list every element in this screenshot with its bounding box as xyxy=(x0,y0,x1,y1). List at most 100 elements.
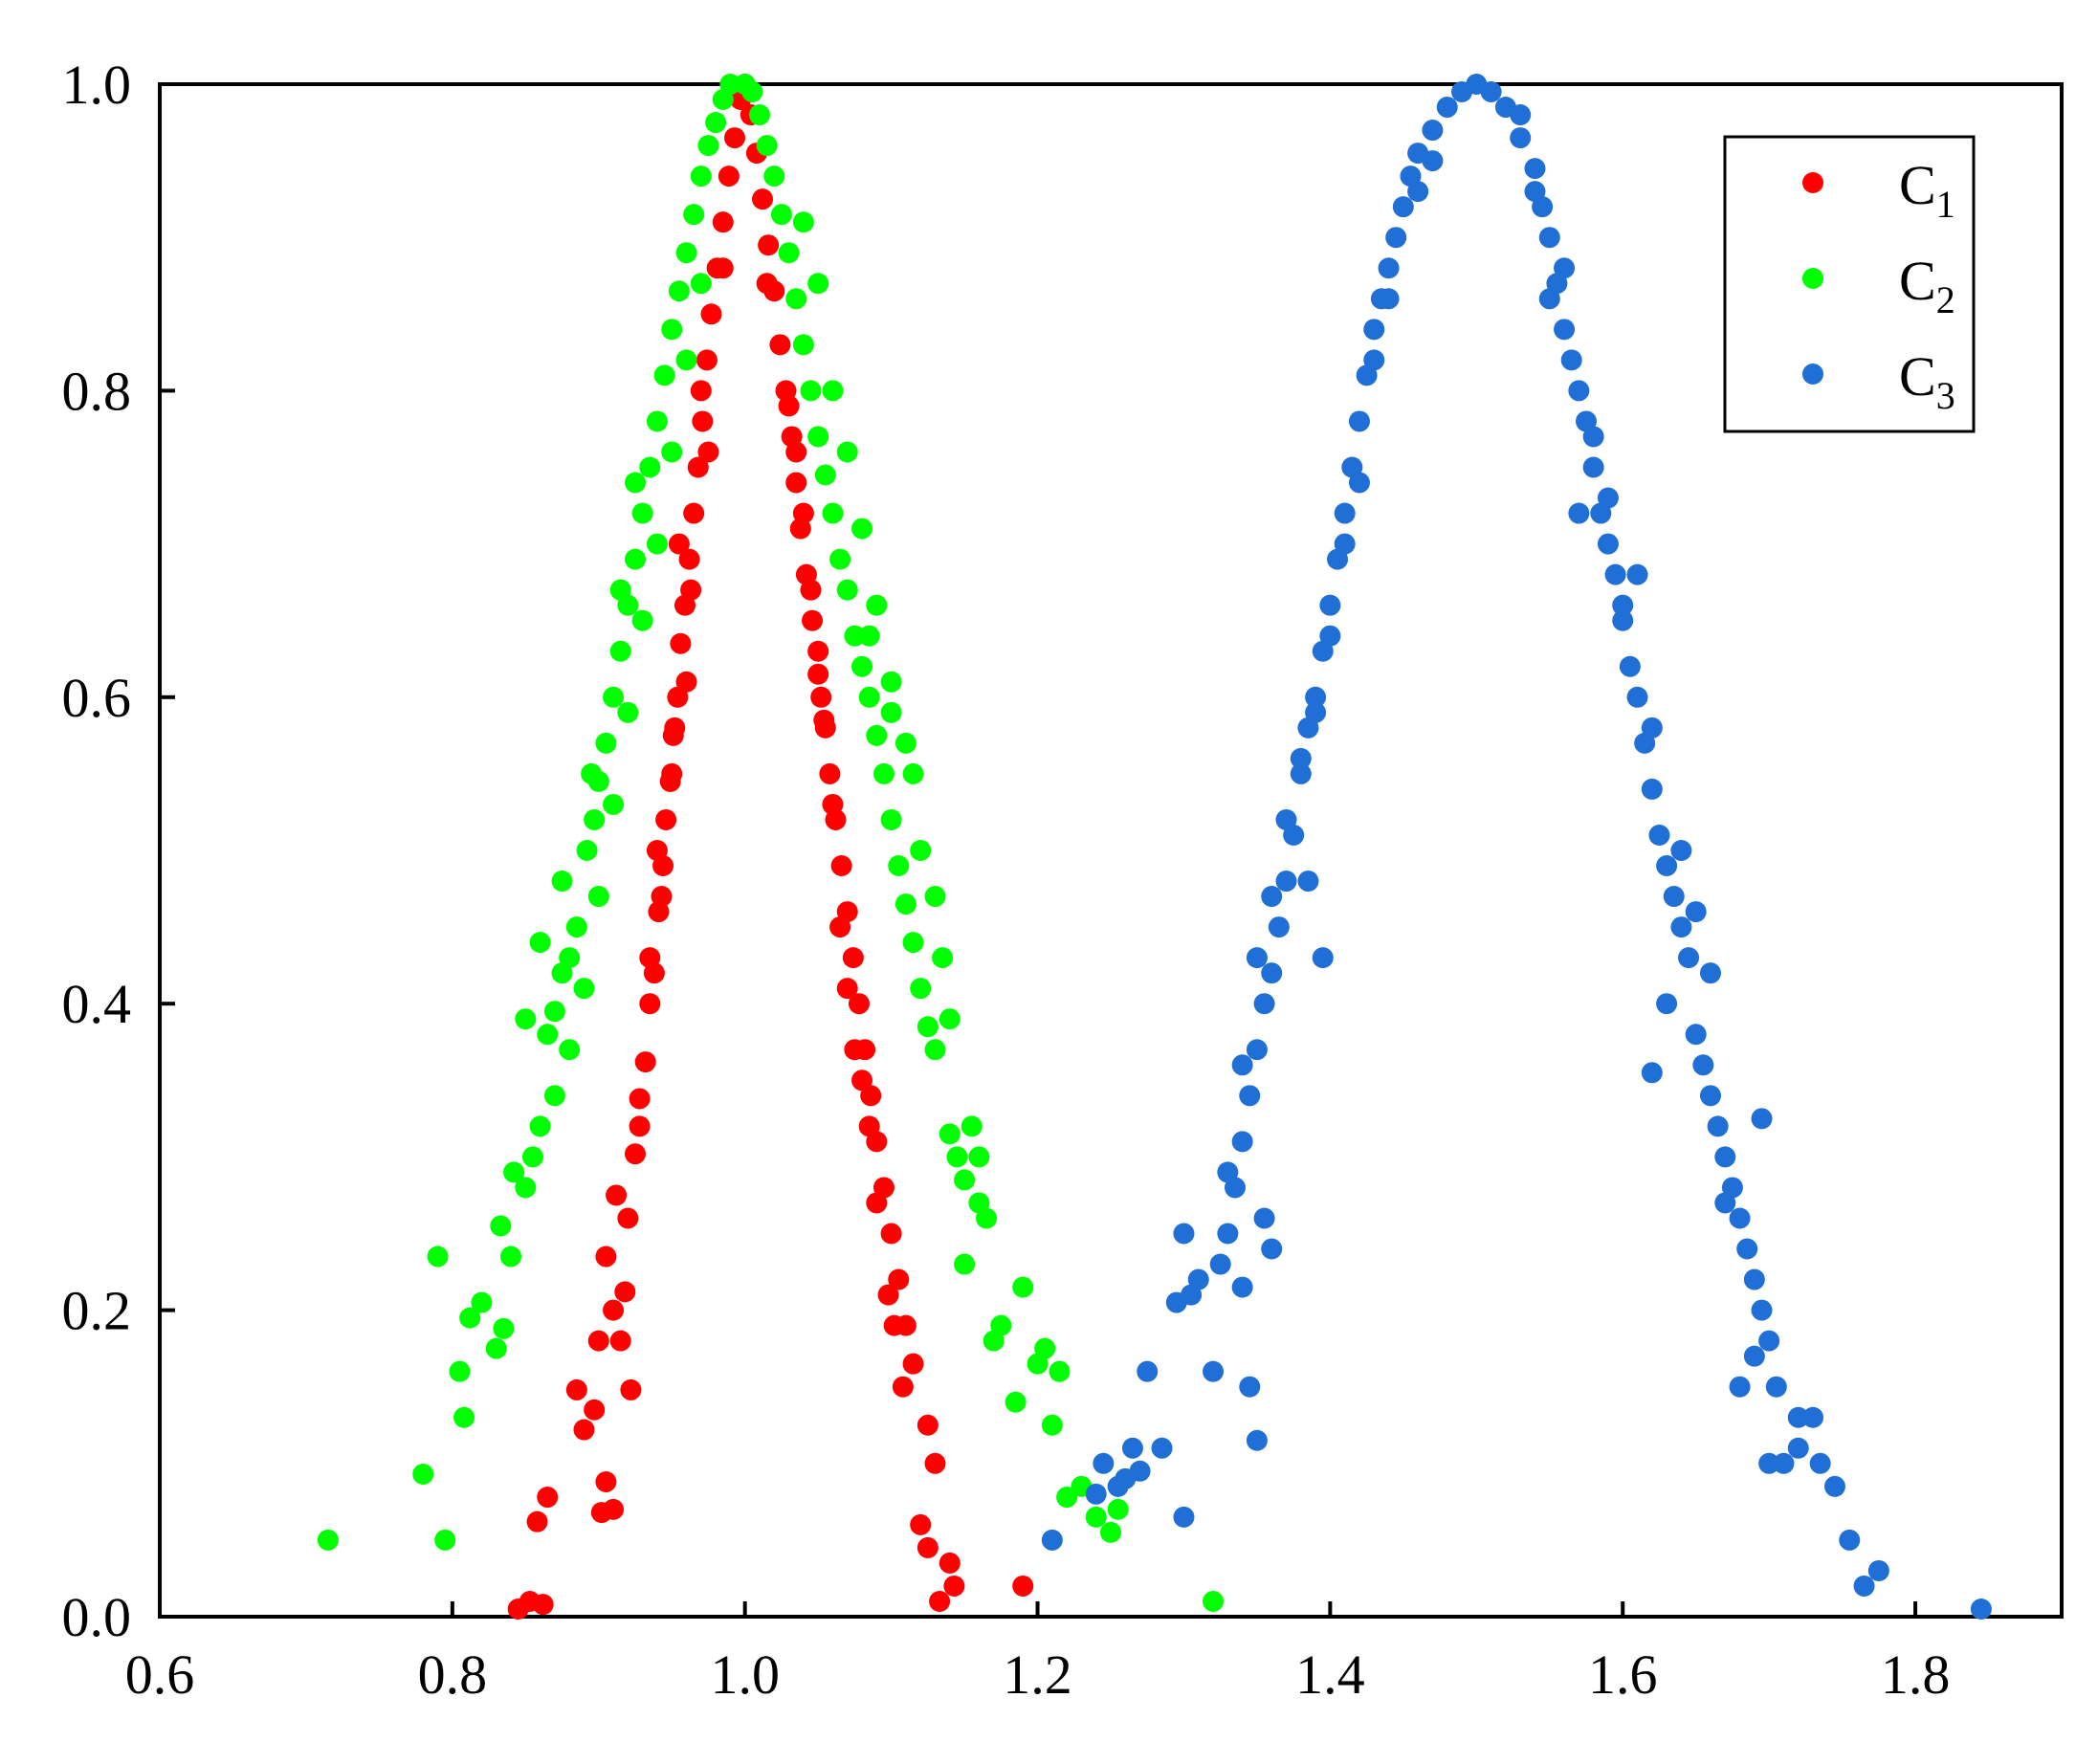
data-point xyxy=(651,886,673,908)
data-point xyxy=(515,1008,537,1030)
data-point xyxy=(1641,1062,1663,1084)
data-point xyxy=(705,112,727,134)
data-point xyxy=(661,762,683,784)
legend-label: C2 xyxy=(1899,250,1955,321)
data-point xyxy=(880,701,902,723)
data-point xyxy=(1239,1376,1261,1398)
data-point xyxy=(667,686,689,708)
y-tick-label: 0.0 xyxy=(62,1586,132,1648)
data-point xyxy=(1203,1590,1225,1612)
data-point xyxy=(1714,1192,1736,1214)
data-point xyxy=(932,947,954,969)
data-point xyxy=(1538,288,1560,310)
data-point xyxy=(1363,349,1385,371)
data-point xyxy=(690,165,712,187)
data-point xyxy=(1385,227,1407,249)
data-point xyxy=(490,1215,512,1237)
data-point xyxy=(629,1115,651,1137)
data-point xyxy=(617,701,639,723)
data-point xyxy=(631,609,653,631)
data-point xyxy=(696,349,718,371)
x-tick-label: 1.2 xyxy=(1003,1643,1072,1706)
data-point xyxy=(872,762,894,784)
data-point xyxy=(629,1088,651,1110)
data-point xyxy=(819,762,841,784)
data-point xyxy=(888,855,910,877)
data-point xyxy=(683,204,705,226)
data-point xyxy=(807,663,829,685)
data-point xyxy=(916,1016,939,1038)
data-point xyxy=(1714,1146,1736,1168)
data-point xyxy=(883,1314,905,1336)
data-point xyxy=(1422,150,1444,172)
data-point xyxy=(559,947,581,969)
data-point xyxy=(778,395,800,417)
data-point xyxy=(587,886,609,908)
data-point xyxy=(810,686,832,708)
data-point xyxy=(1970,1598,1992,1620)
data-point xyxy=(1107,1498,1129,1520)
data-point xyxy=(778,242,800,264)
data-point xyxy=(595,732,617,754)
data-point xyxy=(675,242,697,264)
data-point xyxy=(1648,824,1670,846)
data-point xyxy=(646,410,668,432)
data-point xyxy=(892,1376,914,1398)
data-point xyxy=(836,441,858,463)
data-point xyxy=(785,472,807,494)
data-point xyxy=(1554,319,1576,341)
data-point xyxy=(675,671,697,693)
data-point xyxy=(1137,1360,1159,1382)
data-point xyxy=(916,1536,939,1558)
data-point xyxy=(606,1184,628,1206)
data-point xyxy=(836,978,858,1000)
data-point xyxy=(880,671,902,693)
data-point xyxy=(946,1146,968,1168)
data-point xyxy=(1626,686,1648,708)
data-point xyxy=(1297,871,1319,893)
data-point xyxy=(851,518,873,540)
data-point xyxy=(1231,1054,1253,1076)
data-point xyxy=(1305,701,1327,723)
data-point xyxy=(1378,257,1400,279)
data-point xyxy=(668,533,690,555)
data-point xyxy=(807,640,829,662)
data-point xyxy=(1261,1238,1283,1260)
data-point xyxy=(990,1314,1012,1336)
data-point xyxy=(1246,1429,1268,1451)
data-point xyxy=(814,717,836,739)
data-point xyxy=(976,1207,998,1229)
data-point xyxy=(668,280,690,302)
data-point xyxy=(1275,871,1297,893)
data-point xyxy=(1012,1575,1034,1597)
data-point xyxy=(924,1039,946,1061)
data-point xyxy=(802,609,824,631)
data-point xyxy=(866,1192,888,1214)
x-tick-label: 0.6 xyxy=(125,1643,195,1706)
data-point xyxy=(888,1268,910,1290)
data-point xyxy=(584,808,606,830)
data-point xyxy=(1604,563,1626,585)
data-point xyxy=(1663,886,1685,908)
data-point xyxy=(785,441,807,463)
data-point xyxy=(836,579,858,601)
data-point xyxy=(1261,962,1283,984)
data-point xyxy=(858,686,880,708)
data-point xyxy=(851,655,873,677)
data-point xyxy=(526,1510,548,1532)
data-point xyxy=(1560,349,1582,371)
data-point xyxy=(1612,609,1634,631)
data-point xyxy=(1524,158,1546,180)
data-point xyxy=(902,1353,924,1375)
data-point xyxy=(822,380,844,402)
data-point xyxy=(880,1223,902,1245)
data-point xyxy=(625,472,646,494)
data-point xyxy=(1707,1115,1729,1137)
data-point xyxy=(1348,410,1370,432)
data-point xyxy=(723,127,745,149)
data-point xyxy=(1392,196,1414,218)
data-point xyxy=(595,1246,617,1268)
data-point xyxy=(1121,1437,1143,1459)
data-point xyxy=(646,840,668,861)
data-point xyxy=(756,135,778,157)
